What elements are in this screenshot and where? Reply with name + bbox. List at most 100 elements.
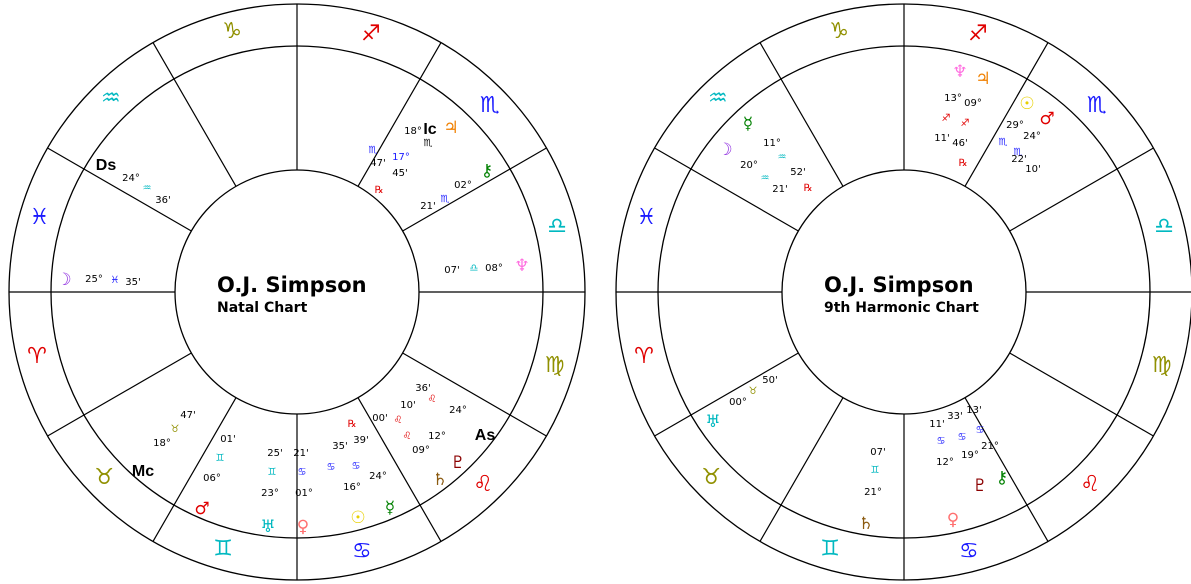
planet-label: ☉ [350, 508, 365, 528]
house-line [759, 42, 844, 187]
chart-subtitle: Natal Chart [217, 300, 308, 316]
planet-label: 25' [267, 448, 282, 459]
planet-label: 07' [444, 265, 459, 276]
zodiac-sign: ♍ [545, 353, 565, 378]
zodiac-sign: ♏ [1087, 93, 1107, 118]
zodiac-sign: ♌ [1080, 472, 1100, 497]
planet-label: 13' [966, 405, 981, 416]
zodiac-sign: ♒ [101, 86, 121, 111]
planet-label: ☿ [743, 114, 753, 134]
planet-label: ♏ [1014, 147, 1023, 158]
planet-label: ♋ [976, 425, 985, 436]
house-line [152, 397, 237, 542]
planet-label: ♒ [143, 183, 152, 194]
planet-label: ♌ [403, 431, 412, 442]
zodiac-sign: ♈ [27, 344, 47, 369]
planet-label: ♋ [937, 436, 946, 447]
planet-label: ♄ [858, 514, 873, 534]
planet-label: 22' [1011, 154, 1026, 165]
planet-label: 35' [332, 441, 347, 452]
planet-label: ♉ [749, 386, 758, 397]
planet-label: ♀ [297, 517, 309, 537]
zodiac-sign: ♊ [213, 537, 233, 562]
planet-label: ♃ [975, 69, 990, 89]
planet-label: 39' [353, 435, 368, 446]
house-line [964, 42, 1049, 187]
planet-label: ℞ [804, 183, 813, 194]
planet-label: ♊ [216, 453, 225, 464]
planet-label: 21° [981, 441, 999, 452]
planet-label: ♃ [443, 118, 458, 138]
planet-label: Mc [132, 463, 154, 480]
house-line [1009, 352, 1154, 437]
planet-label: ♂ [194, 499, 209, 519]
planet-label: 11° [763, 138, 781, 149]
planet-label: 47' [180, 410, 195, 421]
planet-label: 10' [1025, 164, 1040, 175]
planet-label: ♐ [961, 118, 970, 129]
house-line [357, 397, 442, 542]
planet-label: 10' [400, 400, 415, 411]
zodiac-sign: ♋ [352, 539, 372, 564]
house-line [402, 352, 547, 437]
planet-label: ♏ [424, 138, 433, 149]
chart-title: O.J. Simpson [824, 273, 974, 297]
planet-label: ♌ [428, 394, 437, 405]
planet-label: ☽ [56, 270, 71, 290]
zodiac-sign: ♎ [1154, 214, 1174, 239]
planet-label: 20° [740, 160, 758, 171]
chart-title: O.J. Simpson [217, 273, 367, 297]
planet-label: 11' [934, 133, 949, 144]
planet-label: ♒ [778, 152, 787, 163]
zodiac-sign: ♓ [637, 205, 657, 230]
planet-label: ♇ [972, 476, 987, 496]
planet-label: 24° [1023, 131, 1041, 142]
zodiac-sign: ♑ [829, 19, 849, 44]
zodiac-sign: ♊ [820, 537, 840, 562]
planet-label: 35' [125, 277, 140, 288]
planet-label: 16° [343, 482, 361, 493]
planet-label: 12° [936, 457, 954, 468]
planet-label: 21' [772, 184, 787, 195]
zodiac-sign: ♉ [701, 465, 721, 490]
zodiac-sign: ♎ [547, 214, 567, 239]
planet-label: ℞ [348, 419, 357, 430]
planet-label: 09° [964, 98, 982, 109]
planet-label: Ic [423, 121, 436, 138]
planet-label: 29° [1006, 120, 1024, 131]
planet-label: 11' [929, 419, 944, 430]
planet-label: 52' [790, 167, 805, 178]
planet-label: ⚷ [481, 161, 493, 181]
planet-label: 24° [369, 471, 387, 482]
planet-label: ♋ [327, 462, 336, 473]
planet-label: ♌ [394, 415, 403, 426]
planet-label: 00' [372, 413, 387, 424]
zodiac-sign: ♐ [968, 21, 988, 46]
planet-label: ☿ [385, 498, 395, 518]
planet-label: ⚷ [996, 468, 1008, 488]
planet-label: ♏ [369, 145, 378, 156]
planet-label: 17° [392, 152, 410, 163]
planet-label: 23° [261, 488, 279, 499]
house-line [964, 397, 1049, 542]
house-line [47, 352, 192, 437]
zodiac-sign: ♉ [94, 465, 114, 490]
planet-label: ♇ [450, 453, 465, 473]
planet-label: ♎ [470, 263, 479, 274]
zodiac-sign: ♋ [959, 539, 979, 564]
planet-label: 02° [454, 180, 472, 191]
planet-label: 09° [412, 445, 430, 456]
planet-label: 24° [449, 405, 467, 416]
zodiac-sign: ♐ [361, 21, 381, 46]
planet-label: ℞ [959, 158, 968, 169]
house-line [1009, 147, 1154, 232]
planet-label: ♓ [111, 275, 120, 286]
zodiac-sign: ♌ [473, 472, 493, 497]
planet-label: 00° [729, 397, 747, 408]
planet-label: ♋ [352, 461, 361, 472]
zodiac-sign: ♏ [480, 93, 500, 118]
planet-label: 08° [485, 263, 503, 274]
planet-label: 07' [870, 447, 885, 458]
zodiac-sign: ♒ [708, 86, 728, 111]
